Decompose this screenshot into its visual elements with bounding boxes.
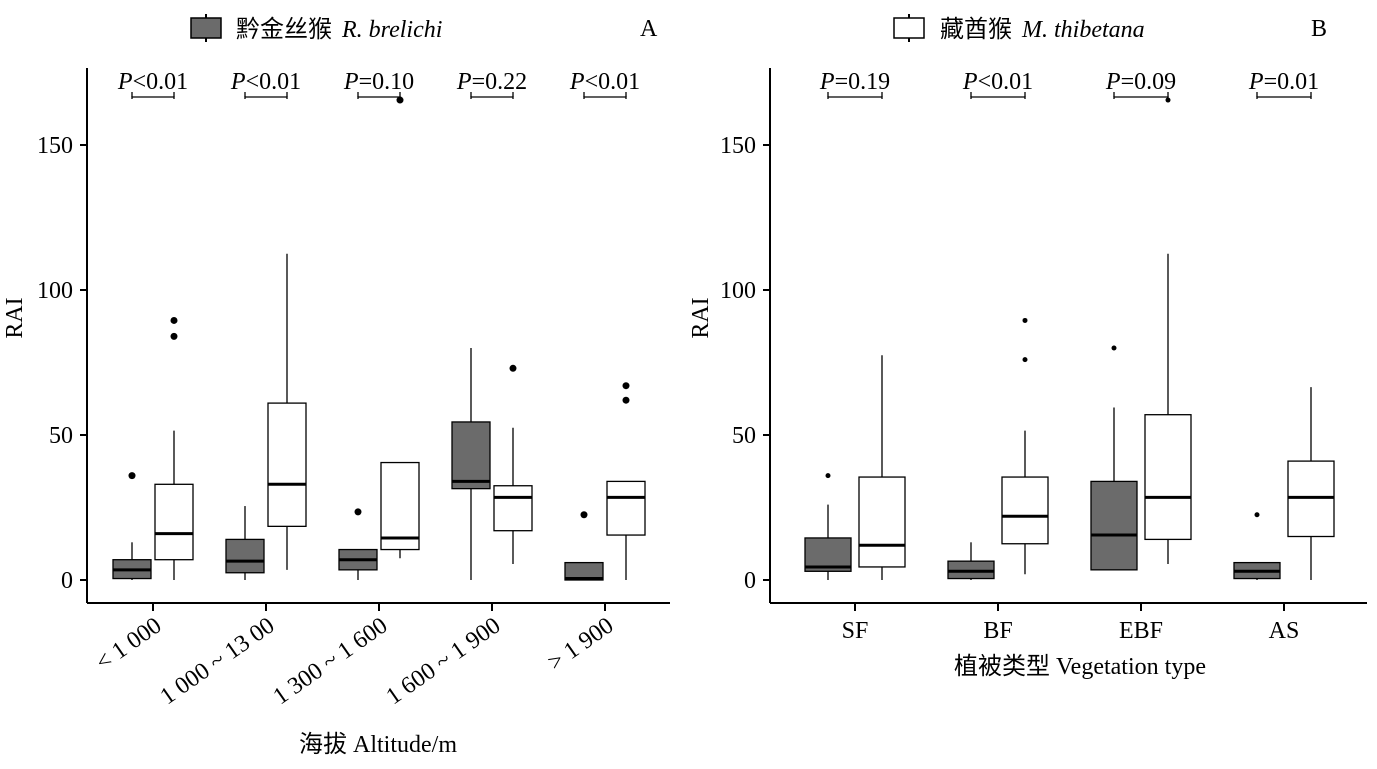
box-iqr	[606, 480, 646, 536]
outlier-point	[1111, 345, 1117, 351]
box-iqr	[493, 485, 533, 532]
x-tick-label-a: 1 000 ~ 13 00	[156, 613, 280, 711]
legend-b-label: 藏酋猴 M. thibetana	[940, 16, 1145, 43]
box-iqr	[1144, 414, 1192, 541]
p-value-a: P=0.22	[456, 69, 527, 95]
p-value-a: P<0.01	[230, 69, 301, 95]
y-tick-label-b: 50	[732, 423, 756, 449]
legend-b-swatch	[893, 17, 925, 39]
outlier-point	[128, 472, 136, 480]
p-bracket-a	[244, 96, 288, 99]
box-a-rbrelichi	[112, 472, 152, 580]
legend-b: 藏酋猴 M. thibetana	[893, 14, 1145, 43]
y-tick-label-b: 150	[720, 133, 756, 159]
box-b-rbrelichi	[947, 542, 995, 580]
box-a-mthibetana	[154, 316, 194, 580]
box-iqr	[267, 402, 307, 528]
p-value-a: P<0.01	[569, 69, 640, 95]
box-b-mthibetana	[1287, 387, 1335, 580]
legend-a: 黔金丝猴 R. brelichi	[190, 14, 442, 43]
p-value-b: P=0.09	[1105, 69, 1176, 95]
box-b-mthibetana	[858, 355, 906, 580]
p-value-b: P=0.01	[1248, 69, 1319, 95]
y-tick-label-b: 0	[744, 568, 756, 594]
x-tick-label-b: AS	[1269, 618, 1300, 644]
p-bracket-b	[970, 96, 1026, 99]
box-iqr	[380, 461, 420, 551]
outlier-point	[170, 316, 178, 324]
box-a-mthibetana	[380, 96, 420, 559]
outlier-point	[509, 364, 517, 372]
p-bracket-b	[1113, 96, 1169, 99]
x-tick-label-b: BF	[983, 618, 1012, 644]
y-tick-label-a: 100	[37, 278, 73, 304]
box-iqr	[858, 476, 906, 568]
ylabel-a: RAI	[2, 297, 28, 338]
panel-letter-a: A	[640, 16, 658, 42]
outlier-point	[825, 473, 831, 479]
y-tick-label-b: 100	[720, 278, 756, 304]
p-bracket-a	[583, 96, 627, 99]
box-a-rbrelichi	[338, 508, 378, 580]
x-tick-label-a: 1 600 ~ 1 900	[382, 613, 506, 711]
outlier-point	[580, 511, 588, 519]
xlabel-b: 植被类型 Vegetation type	[954, 653, 1206, 680]
outlier-point	[396, 96, 404, 104]
panel-b: 藏酋猴 M. thibetana B RAI 植被类型 Vegetation ty…	[688, 14, 1367, 680]
box-iqr	[451, 421, 491, 490]
box-a-mthibetana	[267, 253, 307, 570]
legend-a-swatch	[190, 17, 222, 39]
panel-a: 黔金丝猴 R. brelichi A RAI 海拔 Altitude/m 0 50 1…	[2, 14, 670, 758]
outlier-point	[170, 332, 178, 340]
x-tick-label-b: SF	[842, 618, 869, 644]
box-b-rbrelichi	[804, 473, 852, 580]
x-tick-label-a: < 1 000	[91, 613, 166, 676]
box-a-rbrelichi	[225, 506, 265, 580]
box-iqr	[1090, 480, 1138, 571]
x-tick-label-a: 1 300 ~ 1 600	[269, 613, 393, 711]
box-b-mthibetana	[1001, 317, 1049, 575]
y-tick-label-a: 50	[49, 423, 73, 449]
box-iqr	[225, 538, 265, 574]
outlier-point	[622, 396, 630, 404]
x-tick-label-b: EBF	[1119, 618, 1163, 644]
box-b-rbrelichi	[1233, 512, 1281, 580]
p-bracket-a	[131, 96, 175, 99]
ylabel-b: RAI	[688, 297, 714, 338]
p-value-b: P=0.19	[819, 69, 890, 95]
outlier-point	[622, 382, 630, 390]
p-bracket-b	[1256, 96, 1312, 99]
outlier-point	[1254, 512, 1260, 518]
outlier-point	[1022, 317, 1028, 323]
panel-letter-b: B	[1311, 16, 1327, 42]
box-a-mthibetana	[606, 382, 646, 580]
p-value-a: P=0.10	[343, 69, 414, 95]
box-b-mthibetana	[1144, 97, 1192, 565]
p-value-b: P<0.01	[962, 69, 1033, 95]
p-bracket-a	[470, 96, 514, 99]
p-bracket-b	[827, 96, 883, 99]
x-tick-label-a: > 1 900	[543, 613, 618, 676]
box-b-rbrelichi	[1090, 345, 1138, 571]
plot-area-b: 0 50 100 150 SF BF EBF AS P=0.19 P<0.01 P=0.09 P=0.…	[720, 68, 1367, 644]
box-a-mthibetana	[493, 364, 533, 565]
box-iqr	[1001, 476, 1049, 545]
outlier-point	[1165, 97, 1171, 103]
box-a-rbrelichi	[564, 511, 604, 581]
y-tick-label-a: 0	[61, 568, 73, 594]
outlier-point	[354, 508, 362, 516]
p-bracket-a	[357, 96, 401, 99]
y-tick-label-a: 150	[37, 133, 73, 159]
xlabel-a: 海拔 Altitude/m	[299, 731, 457, 758]
legend-a-label: 黔金丝猴 R. brelichi	[236, 16, 442, 43]
outlier-point	[1022, 357, 1028, 363]
box-iqr	[154, 483, 194, 561]
p-value-a: P<0.01	[117, 69, 188, 95]
box-a-rbrelichi	[451, 348, 491, 580]
